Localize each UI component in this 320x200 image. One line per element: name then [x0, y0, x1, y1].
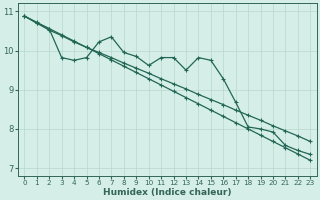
X-axis label: Humidex (Indice chaleur): Humidex (Indice chaleur): [103, 188, 232, 197]
